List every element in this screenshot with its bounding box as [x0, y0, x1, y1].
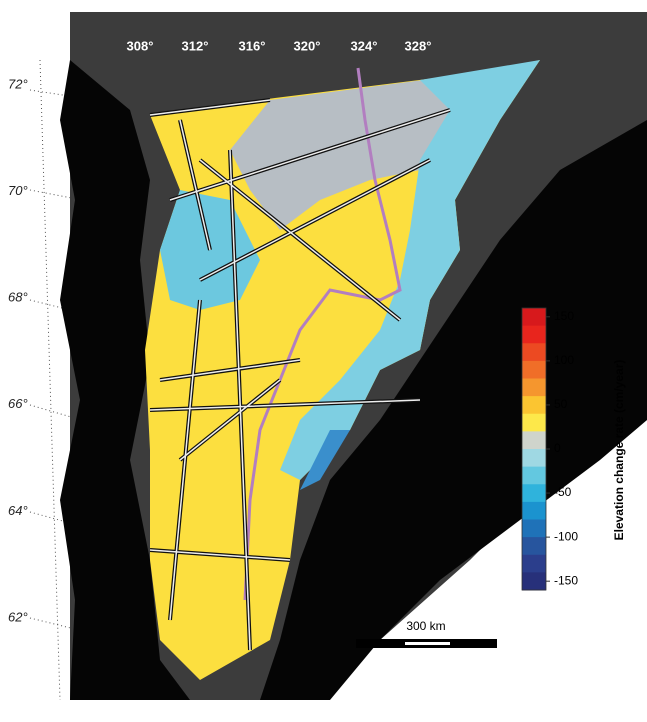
colorbar-swatch [522, 537, 546, 556]
colorbar-swatch [522, 413, 546, 432]
colorbar-swatch [522, 466, 546, 485]
colorbar-swatch [522, 378, 546, 397]
area-blue [300, 430, 350, 490]
lat-labels: 72° 70° 68° 66° 64° 62° [8, 76, 28, 624]
colorbar-swatch [522, 572, 546, 591]
colorbar-tick-label: 50 [554, 397, 568, 411]
colorbar-swatch [522, 501, 546, 520]
scale-bar-inner [405, 642, 450, 645]
colorbar-label: Elevation change rate (cm/year) [612, 360, 626, 541]
colorbar-tick-label: -150 [554, 573, 578, 587]
colorbar-swatch [522, 360, 546, 379]
area-gray [230, 70, 500, 230]
colorbar-swatch [522, 308, 546, 327]
lat-label: 66° [8, 396, 28, 411]
lon-label: 320° [294, 38, 321, 53]
lon-label: 328° [405, 38, 432, 53]
lat-label: 72° [8, 76, 28, 91]
ice-divide [243, 67, 402, 601]
scale-bar-label: 300 km [406, 619, 445, 633]
colorbar-swatch [522, 554, 546, 573]
colorbar-tick-label: 150 [554, 309, 574, 323]
lon-label: 316° [239, 38, 266, 53]
coast-west [60, 60, 190, 700]
lat-label: 62° [8, 609, 28, 624]
lat-label: 68° [8, 290, 28, 305]
colorbar-swatch [522, 484, 546, 503]
lon-label: 308° [127, 38, 154, 53]
colorbar-swatch [522, 325, 546, 344]
colorbar: 150 100 50 0 -50 -100 -150 [521, 307, 578, 591]
lat-label: 70° [8, 183, 28, 198]
colorbar-swatch [522, 519, 546, 538]
lon-labels: 308° 312° 316° 320° 324° 328° [127, 38, 432, 53]
area-cyan [280, 60, 540, 480]
flight-lines [149, 99, 451, 651]
colorbar-swatch [522, 449, 546, 468]
colorbar-tick-label: 0 [554, 441, 561, 455]
colorbar-swatch [522, 396, 546, 415]
colorbar-tick-label: -100 [554, 529, 578, 543]
scale-bar: 300 km [356, 619, 497, 648]
colorbar-swatch [522, 343, 546, 362]
lat-label: 64° [8, 503, 28, 518]
lon-label: 324° [351, 38, 378, 53]
colorbar-swatch [522, 431, 546, 450]
lon-label: 312° [182, 38, 209, 53]
colorbar-tick-label: -50 [554, 485, 572, 499]
coast-east [260, 120, 647, 700]
colorbar-tick-label: 100 [554, 353, 574, 367]
